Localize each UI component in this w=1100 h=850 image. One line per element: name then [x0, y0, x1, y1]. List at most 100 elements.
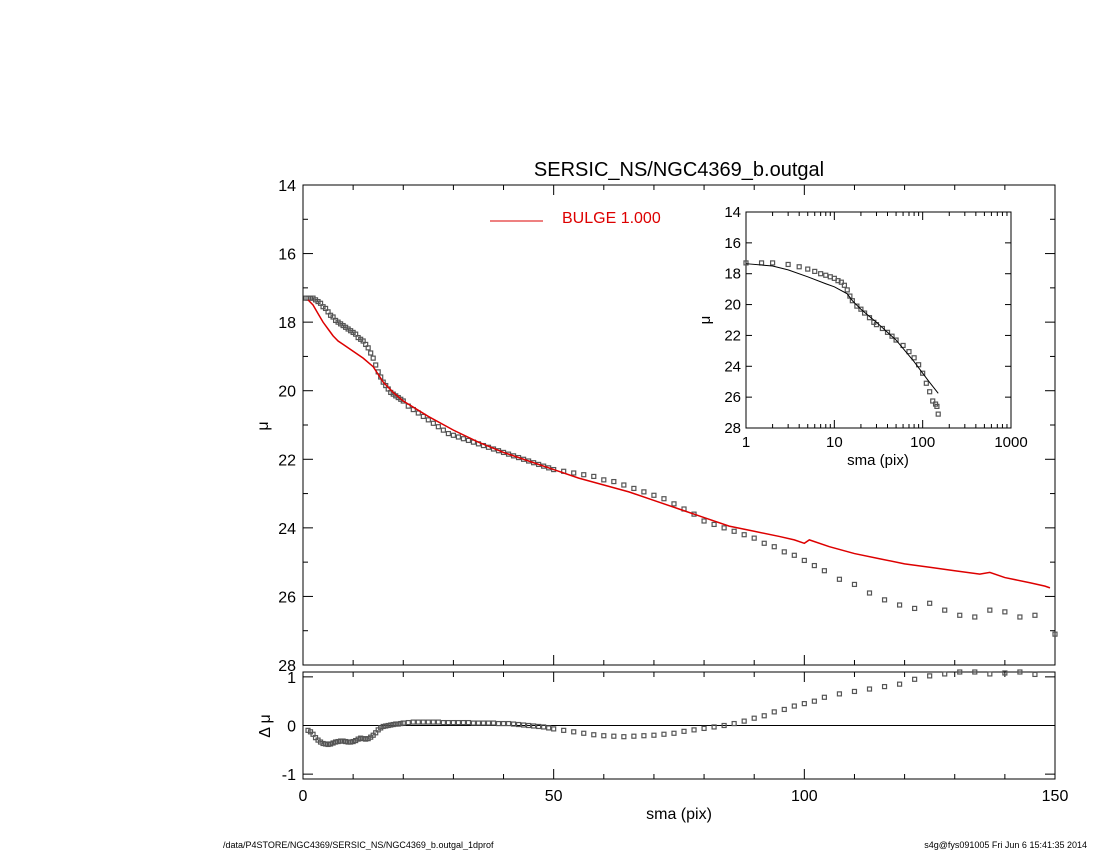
data-point: [591, 473, 597, 480]
data-point: [450, 432, 456, 438]
inset-ytick-label: 18: [724, 266, 741, 283]
main-ytick-label: 22: [278, 452, 296, 469]
data-point: [896, 602, 903, 608]
data-point: [1032, 612, 1038, 618]
inset-data-point: [858, 306, 864, 312]
residual-point: [495, 720, 502, 727]
inset-xtick-label: 1: [742, 434, 750, 451]
inset-data-point: [879, 325, 885, 332]
footer-stamp: s4g@fys091005 Fri Jun 6 15:41:35 2014: [924, 840, 1087, 850]
inset-data-point: [884, 329, 891, 335]
residual-point: [425, 719, 431, 725]
residual-point: [445, 719, 451, 726]
xtick-label: 50: [545, 788, 563, 805]
xtick-label: 0: [299, 788, 308, 805]
residual-point: [781, 706, 787, 713]
data-point: [761, 540, 767, 546]
residual-point: [400, 720, 406, 726]
residual-point: [520, 722, 527, 728]
inset-data-point: [805, 266, 811, 272]
main-ytick-label: 20: [278, 384, 296, 401]
residual-point: [541, 724, 547, 730]
main-ytick-label: 16: [278, 247, 296, 264]
data-point: [791, 552, 797, 558]
residual-point: [641, 733, 647, 739]
residual-ytick-label: 0: [287, 719, 296, 736]
residual-point: [571, 729, 577, 735]
residual-point: [455, 719, 462, 726]
residual-y-axis-label: Δ μ: [257, 714, 274, 737]
inset-data-point: [841, 282, 847, 288]
residual-point: [987, 671, 993, 677]
inset-data-point: [923, 380, 929, 386]
main-series: [303, 295, 1058, 637]
data-point: [741, 532, 747, 538]
residual-point: [651, 732, 657, 738]
residual-point: [801, 701, 807, 707]
residual-point: [791, 703, 797, 709]
residual-point: [1002, 670, 1008, 676]
residual-point: [836, 691, 843, 697]
residual-point: [525, 722, 532, 729]
residual-point: [741, 718, 747, 724]
inset-ytick-label: 14: [724, 204, 741, 221]
inset-data-point: [854, 303, 860, 309]
inset-data-point: [743, 260, 749, 266]
data-point: [721, 525, 727, 531]
data-point: [435, 424, 441, 430]
data-point: [866, 590, 873, 596]
residual-point: [450, 719, 456, 726]
residual-point: [821, 694, 827, 700]
residual-series: [305, 669, 1038, 748]
data-point: [771, 544, 777, 550]
residual-point: [470, 720, 477, 726]
data-point: [701, 518, 707, 524]
data-point: [1002, 609, 1008, 615]
data-point: [987, 607, 993, 613]
data-point: [671, 501, 677, 507]
data-point: [781, 549, 787, 555]
data-point: [368, 350, 374, 356]
inset-data-point: [861, 310, 868, 316]
residual-point: [515, 721, 522, 728]
main-ticks: 14 16 18 20 22 24 26 28: [278, 178, 1056, 675]
residual-point: [1017, 669, 1023, 675]
residual-point: [500, 720, 507, 727]
residual-point: [405, 719, 411, 726]
data-point: [851, 581, 858, 588]
residual-point: [661, 731, 667, 737]
inset-ytick-label: 22: [724, 327, 741, 344]
residual-point: [531, 723, 537, 729]
main-ytick-label: 18: [278, 315, 296, 332]
data-point: [370, 355, 376, 361]
inset-ytick-label: 26: [724, 389, 741, 406]
data-point: [957, 612, 963, 618]
residual-ytick-label: 1: [287, 670, 296, 687]
data-point: [440, 427, 446, 433]
residual-point: [771, 709, 777, 715]
residual-point: [480, 720, 487, 726]
inset-series: [743, 260, 941, 417]
data-point: [1052, 631, 1058, 637]
data-point: [1017, 614, 1023, 620]
inset-ytick-label: 16: [724, 235, 741, 252]
residual-point: [551, 726, 557, 732]
inset-data-point: [930, 398, 936, 404]
residual-point: [440, 719, 446, 726]
inset-plot-frame: [745, 211, 1012, 429]
residual-point: [671, 730, 677, 736]
data-point: [821, 568, 827, 574]
bulge-model-line: [307, 299, 1051, 589]
residual-point: [485, 720, 492, 726]
data-point: [420, 413, 426, 420]
main-ytick-label: 24: [278, 521, 296, 538]
data-point: [811, 562, 817, 569]
main-y-axis-label: μ: [255, 421, 272, 430]
main-ytick-label: 26: [278, 589, 296, 606]
residual-point: [851, 688, 858, 695]
inset-xtick-label: 100: [910, 434, 935, 451]
data-point: [661, 496, 667, 502]
